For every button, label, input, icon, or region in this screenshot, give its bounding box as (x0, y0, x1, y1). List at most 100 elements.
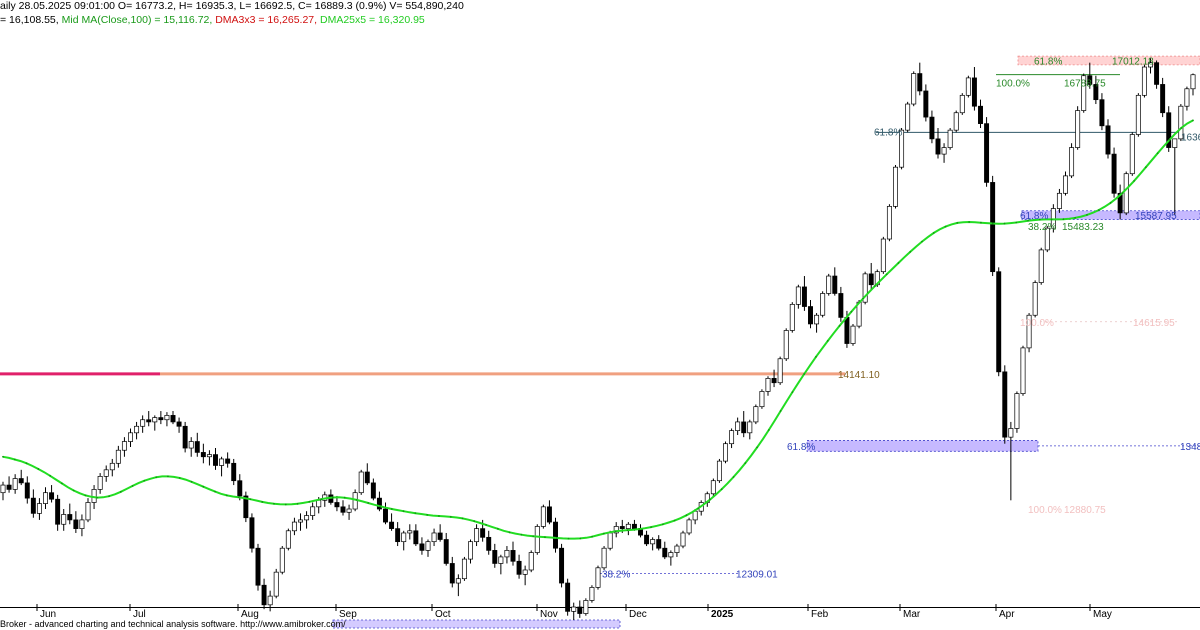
candle-body (650, 539, 656, 545)
moving-average-dot (826, 340, 829, 342)
moving-average-dot (862, 297, 864, 300)
candle-body (200, 452, 206, 458)
moving-average-dot (355, 498, 358, 501)
moving-average-dot (461, 517, 464, 520)
candle-body (285, 530, 291, 549)
level-label-1636: 1636 (1181, 132, 1200, 143)
moving-average-dot (885, 273, 888, 276)
indicator-header: = 16,108.55, Mid MA(Close,100) = 15,116.… (0, 14, 425, 26)
moving-average-dot (650, 526, 652, 528)
moving-average-dot (956, 222, 959, 224)
moving-average-dot (838, 325, 841, 327)
candle-body (716, 460, 722, 482)
candle-body (965, 77, 971, 96)
moving-average-dot (485, 524, 487, 526)
candle-body (723, 443, 728, 462)
moving-average-dot (119, 490, 122, 493)
moving-average-dot (544, 536, 546, 539)
candle-body (170, 415, 176, 423)
candle-body (1050, 208, 1056, 229)
candle-body (753, 406, 759, 423)
x-tick-label: 2025 (711, 609, 734, 620)
candle-body (219, 458, 225, 466)
moving-average-dot (991, 222, 994, 225)
moving-average-dot (567, 537, 570, 540)
x-tick-label: Feb (811, 609, 829, 620)
candle-body (747, 421, 753, 434)
moving-average-dot (932, 232, 935, 234)
indicator-dma3x3: DMA3x3 = 16,265.27, (215, 14, 320, 26)
candle-body (73, 519, 79, 529)
moving-average-dot (673, 519, 676, 522)
x-tick-label: Sep (339, 609, 357, 620)
moving-average-dot (49, 474, 52, 477)
candle-body (1032, 282, 1038, 316)
candle-body (510, 550, 516, 562)
fib-label-61: 61.8% (874, 127, 902, 138)
fib-label-38: 38.2% (1028, 222, 1056, 233)
candle-body (43, 492, 48, 504)
moving-average-dot (1109, 201, 1112, 204)
fib-label-38-low: 38.2% (602, 569, 630, 580)
moving-average-dot (1180, 127, 1183, 129)
candle-body (334, 502, 340, 508)
moving-average-dot (602, 532, 605, 535)
candle-body (449, 563, 455, 584)
candle-body (534, 526, 540, 553)
candle-body (304, 515, 310, 521)
candle-body (759, 391, 765, 408)
candle-body (389, 521, 395, 529)
candle-body (425, 541, 431, 551)
moving-average-dot (921, 240, 923, 243)
candle-body (838, 293, 844, 318)
candle-body (364, 471, 370, 484)
moving-average-dot (367, 502, 370, 504)
moving-average-dot (1086, 213, 1088, 216)
candle-body (261, 584, 267, 606)
candle-body (1075, 110, 1081, 148)
candle-body (923, 90, 929, 118)
moving-average-dot (767, 429, 770, 431)
moving-average-dot (155, 476, 158, 479)
candle-body (1111, 153, 1117, 194)
candle-body (128, 432, 133, 442)
candle-body (237, 480, 243, 497)
moving-average-dot (96, 496, 99, 499)
moving-average-dot (390, 508, 393, 510)
moving-average-dot (579, 537, 582, 540)
moving-average-dot (980, 221, 982, 224)
candle-body (480, 528, 486, 538)
indicator-dma25x5: DMA25x5 = 16,320.95 (319, 14, 425, 26)
moving-average-dot (591, 535, 594, 538)
candle-body (832, 275, 838, 294)
candle-body (929, 116, 935, 140)
candle-body (121, 441, 127, 451)
fib-zone-0 (806, 440, 1039, 452)
candle-body (1172, 138, 1178, 148)
moving-average-dot (626, 529, 629, 532)
candle-body (67, 514, 73, 521)
candle-body (850, 325, 856, 344)
moving-average-dot (1192, 119, 1194, 122)
candle-body (528, 552, 534, 571)
candle-body (455, 578, 461, 584)
candle-body (164, 415, 170, 421)
moving-average-dot (131, 485, 134, 487)
fib-label-100-low: 100.0% (1028, 505, 1062, 516)
moving-average-dot (944, 225, 947, 228)
candle-body (613, 526, 619, 534)
candle-body (1008, 428, 1014, 438)
candle-body (729, 430, 735, 445)
moving-average-dot (202, 485, 205, 488)
candle-body (1141, 66, 1147, 96)
moving-average-dot (779, 410, 782, 412)
moving-average-dot (1062, 218, 1065, 221)
candle-body (1038, 249, 1044, 283)
moving-average-dot (108, 495, 110, 498)
candle-body (886, 206, 892, 240)
fib-label-61-low: 61.8% (787, 442, 815, 453)
moving-average-dot (13, 458, 16, 461)
candle-body (194, 441, 200, 453)
candle-body (1129, 134, 1135, 175)
candle-body (24, 482, 30, 499)
